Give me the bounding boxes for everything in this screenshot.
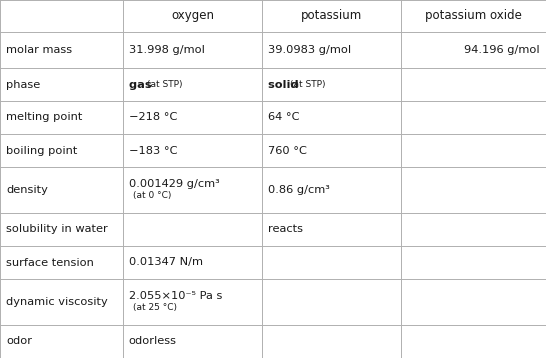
Text: 64 °C: 64 °C [268, 112, 300, 122]
Text: solubility in water: solubility in water [6, 224, 108, 234]
Text: gas: gas [129, 79, 159, 90]
Text: 39.0983 g/mol: 39.0983 g/mol [268, 45, 351, 55]
Text: odorless: odorless [129, 337, 177, 347]
Text: (at STP): (at STP) [290, 80, 325, 89]
Text: oxygen: oxygen [171, 10, 214, 23]
Text: reacts: reacts [268, 224, 303, 234]
Text: dynamic viscosity: dynamic viscosity [6, 297, 108, 307]
Text: 0.86 g/cm³: 0.86 g/cm³ [268, 185, 330, 195]
Text: odor: odor [6, 337, 32, 347]
Text: molar mass: molar mass [6, 45, 72, 55]
Text: 0.001429 g/cm³: 0.001429 g/cm³ [129, 179, 219, 189]
Text: potassium oxide: potassium oxide [425, 10, 522, 23]
Text: (at 0 °C): (at 0 °C) [133, 191, 171, 200]
Text: 94.196 g/mol: 94.196 g/mol [465, 45, 540, 55]
Text: 760 °C: 760 °C [268, 145, 307, 155]
Text: 2.055×10⁻⁵ Pa s: 2.055×10⁻⁵ Pa s [129, 291, 222, 301]
Text: −218 °C: −218 °C [129, 112, 177, 122]
Text: boiling point: boiling point [6, 145, 78, 155]
Text: phase: phase [6, 79, 40, 90]
Text: (at 25 °C): (at 25 °C) [133, 303, 177, 312]
Text: density: density [6, 185, 48, 195]
Text: −183 °C: −183 °C [129, 145, 177, 155]
Text: solid: solid [268, 79, 307, 90]
Text: 31.998 g/mol: 31.998 g/mol [129, 45, 205, 55]
Text: 0.01347 N/m: 0.01347 N/m [129, 257, 203, 267]
Text: melting point: melting point [6, 112, 82, 122]
Text: (at STP): (at STP) [147, 80, 182, 89]
Text: potassium: potassium [301, 10, 363, 23]
Text: surface tension: surface tension [6, 257, 94, 267]
